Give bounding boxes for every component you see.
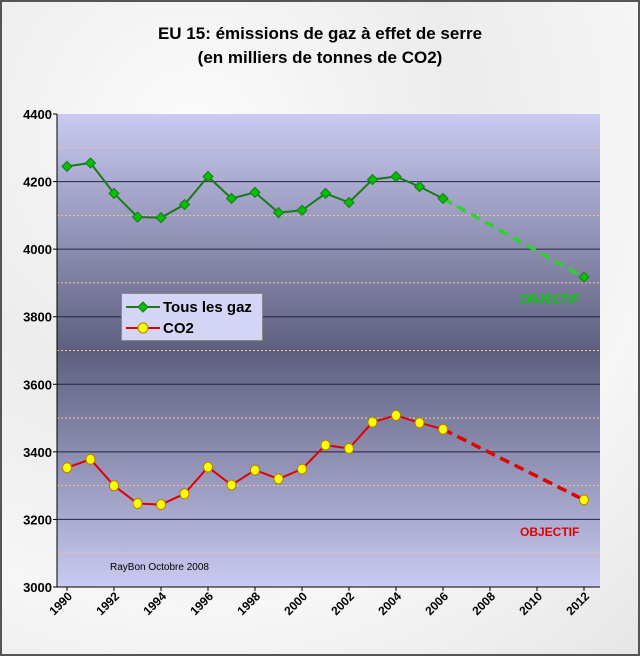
legend-item-tous-les-gaz: Tous les gaz — [126, 297, 252, 317]
data-point-circle — [273, 473, 284, 485]
data-point-circle — [109, 480, 119, 492]
data-point-circle — [132, 498, 143, 510]
data-point-circle — [179, 488, 190, 500]
target-label-green: OBJECTIF — [520, 292, 580, 306]
data-point-diamond — [319, 187, 332, 200]
data-point-diamond — [249, 186, 261, 199]
legend-yellow-circle-icon — [126, 322, 160, 334]
legend-item-co2: CO2 — [126, 318, 194, 338]
data-point-diamond — [202, 170, 214, 183]
target-dashed-line — [442, 427, 585, 502]
data-point-diamond — [437, 192, 449, 205]
data-point-circle — [203, 461, 213, 473]
data-point-circle — [250, 464, 260, 476]
y-tick-label: 3400 — [23, 445, 52, 460]
y-tick-label: 4200 — [23, 175, 52, 190]
data-point-circle — [320, 439, 331, 451]
data-point-diamond — [578, 271, 590, 283]
data-point-diamond — [343, 196, 355, 209]
x-tick-label: 1996 — [187, 589, 216, 618]
data-point-diamond — [413, 180, 426, 193]
legend-green-diamond-icon — [126, 301, 160, 313]
data-point-diamond — [61, 160, 73, 173]
x-tick-label: 2004 — [375, 589, 404, 618]
data-point-diamond — [131, 211, 144, 223]
data-point-circle — [226, 479, 237, 491]
data-point-diamond — [84, 157, 97, 169]
legend-label: Tous les gaz — [163, 298, 252, 316]
y-tick-label: 3200 — [23, 512, 52, 527]
y-tick-label: 4000 — [23, 242, 52, 257]
data-point-circle — [297, 463, 307, 475]
target-label-red: OBJECTIF — [520, 525, 580, 539]
x-tick-label: 1998 — [234, 589, 263, 618]
data-point-diamond — [296, 204, 308, 216]
data-point-circle — [579, 494, 589, 506]
x-tick-label: 2006 — [422, 589, 451, 618]
title-line: EU 15: émissions de gaz à effet de serre — [157, 24, 483, 43]
y-tick-label: 3800 — [23, 310, 52, 325]
data-point-diamond — [272, 206, 285, 219]
x-tick-label: 2002 — [328, 589, 357, 618]
data-point-diamond — [178, 198, 191, 211]
data-point-diamond — [366, 173, 379, 186]
y-tick-label: 3600 — [23, 377, 52, 392]
data-point-circle — [391, 409, 401, 421]
data-point-diamond — [108, 187, 120, 200]
data-point-circle — [62, 462, 72, 474]
legend: Tous les gaz CO2 — [121, 293, 263, 341]
x-tick-label: 2010 — [516, 589, 545, 618]
data-point-circle — [414, 417, 425, 429]
data-point-circle — [344, 442, 354, 454]
data-point-circle — [85, 453, 96, 465]
x-tick-label: 2012 — [563, 589, 592, 618]
data-point-circle — [438, 423, 448, 435]
y-tick-label: 4400 — [23, 107, 52, 122]
data-point-diamond — [225, 192, 238, 205]
subtitle-line: (en milliers de tonnes de CO2) — [197, 48, 443, 67]
credit-annotation: RayBon Octobre 2008 — [110, 562, 209, 573]
target-dashed-line — [442, 196, 585, 279]
x-tick-label: 2008 — [469, 589, 498, 618]
chart-title: EU 15: émissions de gaz à effet de serre… — [0, 22, 640, 70]
x-tick-label: 1994 — [140, 589, 169, 618]
data-point-circle — [367, 416, 378, 428]
x-tick-label: 2000 — [281, 589, 310, 618]
data-point-circle — [156, 499, 166, 511]
data-point-diamond — [390, 170, 402, 183]
x-tick-label: 1992 — [93, 589, 122, 618]
legend-label: CO2 — [163, 319, 194, 337]
data-point-diamond — [155, 212, 167, 224]
y-tick-label: 3000 — [23, 580, 52, 595]
